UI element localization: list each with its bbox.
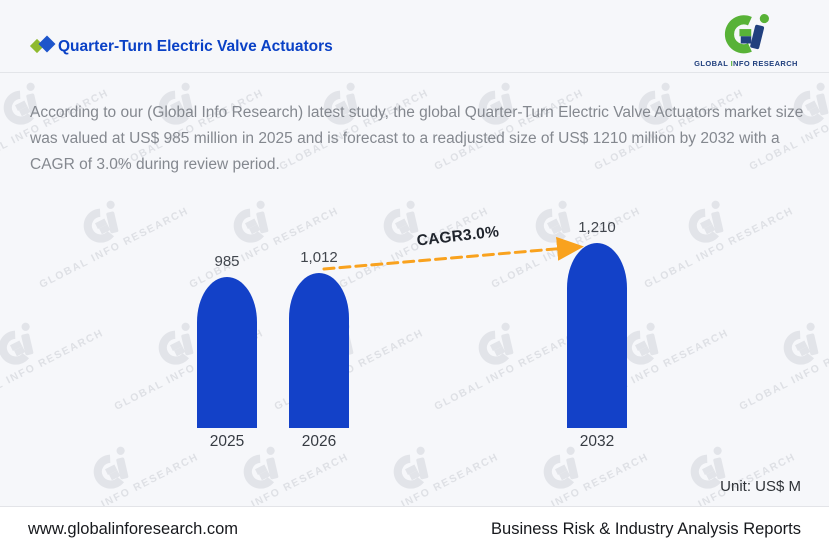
bar-value-2026: 1,012 (300, 249, 338, 266)
bar-2026 (289, 273, 349, 428)
x-tick-2032: 2032 (579, 433, 615, 450)
gi-logo-icon (715, 12, 777, 59)
logo-text-part: I (730, 59, 734, 68)
blue-diamond-icon (38, 35, 56, 53)
logo-text-part: NFO RESEARCH (733, 59, 798, 68)
unit-label: Unit: US$ M (720, 478, 801, 495)
bar-2032 (567, 243, 627, 428)
bar-2025 (197, 277, 257, 428)
market-summary-text: According to our (Global Info Research) … (30, 103, 804, 173)
page-title: Quarter-Turn Electric Valve Actuators (58, 38, 333, 55)
footer-tagline: Business Risk & Industry Analysis Report… (491, 520, 801, 538)
footer-bar: www.globalinforesearch.com Business Risk… (0, 506, 829, 552)
global-info-research-logo: GLOBAL INFO RESEARCH (687, 12, 805, 68)
x-tick-2026: 2026 (301, 433, 337, 450)
x-tick-2025: 2025 (209, 433, 245, 450)
bar-value-2025: 985 (214, 253, 240, 270)
cagr-annotation: CAGR3.0% (415, 223, 500, 250)
double-diamond-icon (29, 35, 57, 54)
header-divider (0, 72, 829, 73)
logo-text: GLOBAL INFO RESEARCH (694, 59, 798, 68)
bar-value-2032: 1,210 (578, 219, 616, 236)
logo-text-part: GLOBAL (694, 59, 731, 68)
footer-website: www.globalinforesearch.com (28, 520, 239, 538)
